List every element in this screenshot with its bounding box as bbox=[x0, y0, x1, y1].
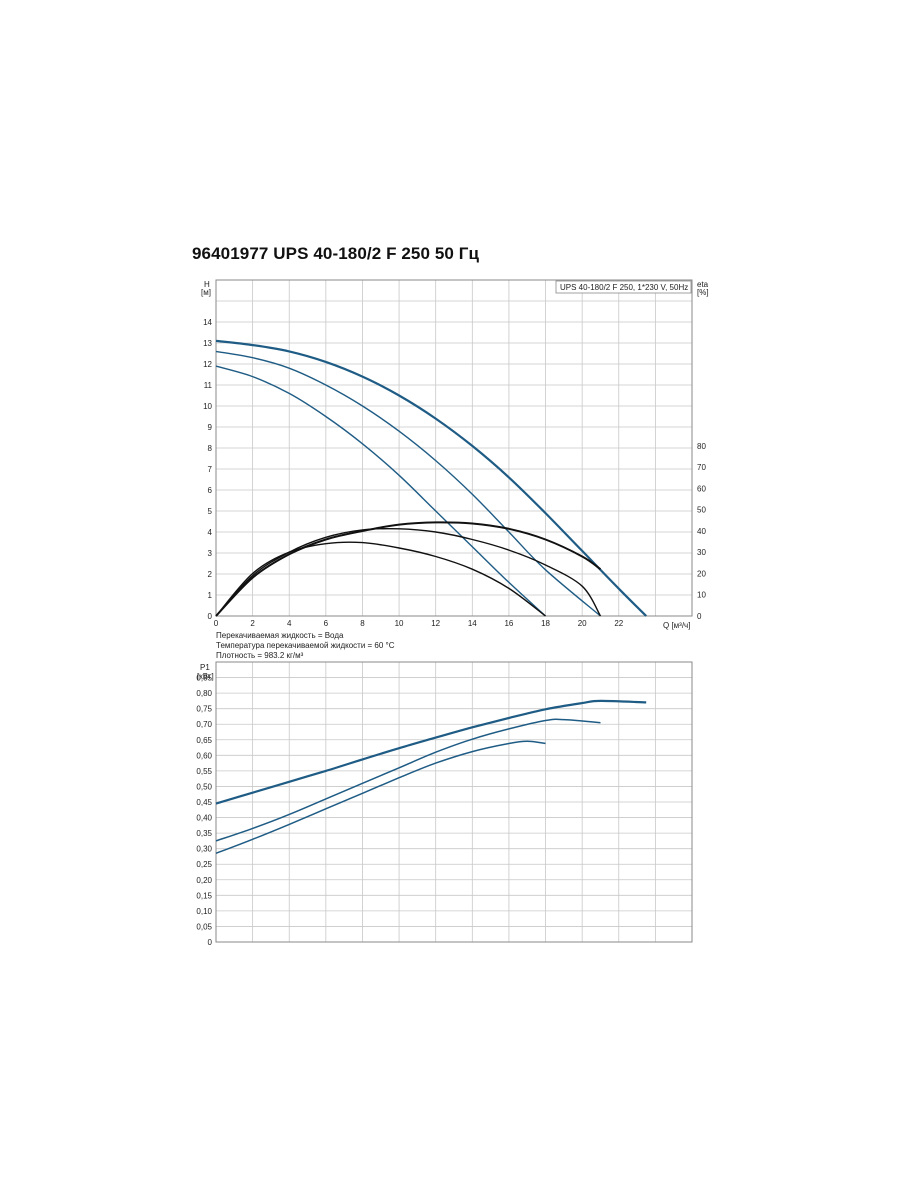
note-liquid: Перекачиваемая жидкость = Вода bbox=[216, 631, 344, 640]
y-tick-label: 10 bbox=[203, 402, 212, 411]
power-axis-label: P1 [кВт] bbox=[197, 663, 214, 681]
power-chart-frame bbox=[215, 661, 693, 943]
head-curve bbox=[215, 350, 601, 617]
power-tick-label: 0 bbox=[208, 938, 213, 947]
power-tick-label: 0,60 bbox=[196, 751, 212, 760]
head-chart-ticks: 0 2 4 6 8 10 12 14 16 18 20 22012345678910111213140… bbox=[203, 318, 706, 628]
x-tick-label: 10 bbox=[395, 619, 404, 628]
y-tick-label: 1 bbox=[208, 591, 213, 600]
power-tick-label: 0,50 bbox=[196, 782, 212, 791]
power-chart-grid bbox=[216, 662, 692, 942]
power-tick-label: 0,05 bbox=[196, 922, 212, 931]
power-curve bbox=[215, 718, 601, 842]
power-tick-label: 0,25 bbox=[196, 860, 212, 869]
note-density: Плотность = 983.2 кг/м³ bbox=[216, 651, 304, 660]
x-tick-label: 0 bbox=[214, 619, 219, 628]
x-tick-label: 22 bbox=[614, 619, 623, 628]
head-curve bbox=[215, 339, 647, 617]
efficiency-curve bbox=[215, 541, 546, 617]
legend-text: UPS 40-180/2 F 250, 1*230 V, 50Hz bbox=[560, 283, 688, 292]
y-axis-label-h: H [м] bbox=[201, 280, 212, 297]
x-tick-label: 16 bbox=[504, 619, 513, 628]
x-tick-label: 20 bbox=[578, 619, 587, 628]
head-chart-grid bbox=[216, 280, 692, 616]
power-tick-label: 0,65 bbox=[196, 736, 212, 745]
x-axis-label: Q [м³/ч] bbox=[663, 621, 690, 630]
y-tick-label: 4 bbox=[208, 528, 213, 537]
power-tick-label: 0,70 bbox=[196, 720, 212, 729]
x-tick-label: 2 bbox=[250, 619, 255, 628]
efficiency-curve bbox=[215, 527, 602, 617]
y2-tick-label: 40 bbox=[697, 527, 706, 536]
y2-tick-label: 50 bbox=[697, 506, 706, 515]
y2-tick-label: 20 bbox=[697, 569, 706, 578]
power-tick-label: 0,45 bbox=[196, 798, 212, 807]
y-tick-label: 3 bbox=[208, 549, 213, 558]
x-tick-label: 18 bbox=[541, 619, 550, 628]
power-tick-label: 0,20 bbox=[196, 876, 212, 885]
legend-box bbox=[555, 280, 692, 294]
head-chart-frame bbox=[215, 279, 693, 617]
power-tick-label: 0,15 bbox=[196, 891, 212, 900]
y-tick-label: 2 bbox=[208, 570, 213, 579]
y2-tick-label: 70 bbox=[697, 463, 706, 472]
y-tick-label: 7 bbox=[208, 465, 213, 474]
y2-tick-label: 30 bbox=[697, 548, 706, 557]
y2-axis-label-eta: eta [%] bbox=[697, 280, 710, 297]
y-tick-label: 13 bbox=[203, 339, 212, 348]
x-tick-label: 4 bbox=[287, 619, 292, 628]
y2-tick-label: 60 bbox=[697, 484, 706, 493]
y2-tick-label: 0 bbox=[697, 612, 702, 621]
power-chart: 0 0,05 0,10 0,15 0,20 0,25 0,30 0,35 0,40 0,45 0,5… bbox=[196, 661, 693, 947]
y-tick-label: 11 bbox=[204, 381, 213, 390]
y-tick-label: 8 bbox=[208, 444, 213, 453]
x-tick-label: 12 bbox=[431, 619, 440, 628]
y2-tick-label: 80 bbox=[697, 442, 706, 451]
power-tick-label: 0,30 bbox=[196, 845, 212, 854]
power-tick-label: 0,10 bbox=[196, 907, 212, 916]
power-tick-label: 0,85 bbox=[196, 674, 212, 683]
y-tick-label: 14 bbox=[203, 318, 212, 327]
power-tick-label: 0,55 bbox=[196, 767, 212, 776]
y-tick-label: 12 bbox=[203, 360, 212, 369]
efficiency-curve bbox=[215, 521, 602, 617]
power-curve bbox=[215, 740, 546, 855]
power-chart-ticks: 0 0,05 0,10 0,15 0,20 0,25 0,30 0,35 0,40 0,45 0,5… bbox=[196, 674, 212, 947]
power-tick-label: 0,35 bbox=[196, 829, 212, 838]
power-chart-curves bbox=[215, 699, 647, 855]
y-tick-label: 5 bbox=[208, 507, 213, 516]
y-tick-label: 0 bbox=[208, 612, 213, 621]
power-tick-label: 0,40 bbox=[196, 814, 212, 823]
chart-title: 96401977 UPS 40-180/2 F 250 50 Гц bbox=[192, 244, 480, 263]
y2-tick-label: 10 bbox=[697, 591, 706, 600]
y-tick-label: 6 bbox=[208, 486, 213, 495]
head-curve bbox=[215, 365, 546, 617]
y-tick-label: 9 bbox=[208, 423, 213, 432]
x-tick-label: 6 bbox=[324, 619, 329, 628]
power-curve bbox=[215, 699, 647, 805]
power-tick-label: 0,80 bbox=[196, 689, 212, 698]
head-chart-curves bbox=[215, 339, 647, 617]
note-temperature: Температура перекачиваемой жидкости = 60… bbox=[216, 641, 395, 650]
x-tick-label: 8 bbox=[360, 619, 365, 628]
power-tick-label: 0,75 bbox=[196, 705, 212, 714]
x-tick-label: 14 bbox=[468, 619, 477, 628]
head-efficiency-chart: 0 2 4 6 8 10 12 14 16 18 20 22012345678910111213140… bbox=[201, 279, 710, 660]
